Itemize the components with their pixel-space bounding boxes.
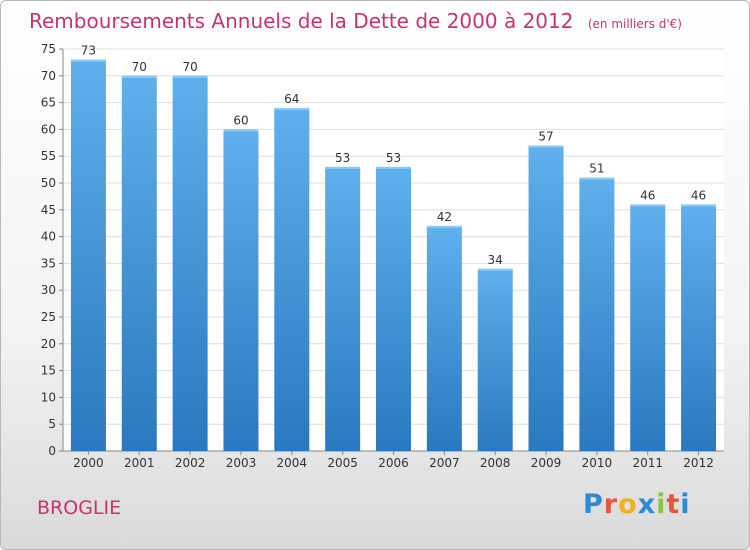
bar-value-label: 73 bbox=[81, 44, 96, 58]
y-tick-label: 30 bbox=[41, 283, 56, 297]
x-tick-label: 2008 bbox=[480, 456, 511, 470]
chart-title: Remboursements Annuels de la Dette de 20… bbox=[29, 9, 682, 33]
bar-value-label: 60 bbox=[233, 113, 248, 127]
x-tick-label: 2003 bbox=[226, 456, 257, 470]
bar-2001 bbox=[121, 75, 157, 452]
bar-2011 bbox=[630, 204, 666, 451]
chart-title-text: Remboursements Annuels de la Dette de 20… bbox=[29, 9, 574, 33]
y-tick-label: 75 bbox=[41, 42, 56, 56]
chart-unit: (en milliers d'€) bbox=[587, 17, 682, 31]
x-tick-label: 2007 bbox=[429, 456, 460, 470]
y-tick-label: 15 bbox=[41, 364, 56, 378]
bar-highlight bbox=[223, 129, 259, 132]
y-tick-label: 65 bbox=[41, 96, 56, 110]
bar-highlight bbox=[528, 145, 564, 148]
bar-highlight bbox=[325, 166, 361, 169]
bar-2009 bbox=[528, 145, 564, 452]
x-tick-label: 2006 bbox=[378, 456, 409, 470]
bar-highlight bbox=[274, 107, 310, 110]
x-tick-label: 2010 bbox=[582, 456, 613, 470]
y-tick-label: 25 bbox=[41, 310, 56, 324]
logo-letter: x bbox=[637, 489, 657, 520]
x-tick-label: 2001 bbox=[124, 456, 155, 470]
bar-2003 bbox=[223, 129, 259, 451]
labels: 0 5 10 15 20 25 30 35 40 45 50 55 60 65 70 75 73 2000 70 20… bbox=[41, 42, 714, 470]
logo-letter: r bbox=[603, 489, 619, 520]
bar-value-label: 46 bbox=[691, 188, 706, 202]
y-tick-label: 70 bbox=[41, 69, 56, 83]
y-tick-label: 5 bbox=[48, 417, 56, 431]
y-tick-label: 35 bbox=[41, 256, 56, 270]
logo-letter: i bbox=[680, 489, 691, 520]
x-tick-label: 2004 bbox=[277, 456, 308, 470]
bar-highlight bbox=[477, 268, 513, 271]
bar-value-label: 53 bbox=[386, 151, 401, 165]
logo-letter: i bbox=[656, 489, 667, 520]
bar-highlight bbox=[376, 166, 411, 169]
bar-highlight bbox=[426, 225, 462, 228]
bar-2006 bbox=[376, 166, 411, 452]
y-tick-label: 0 bbox=[48, 444, 56, 458]
x-tick-label: 2000 bbox=[73, 456, 104, 470]
bar-2004 bbox=[274, 107, 310, 452]
commune-name: BROGLIE bbox=[37, 497, 122, 519]
x-tick-label: 2005 bbox=[327, 456, 358, 470]
bar-value-label: 70 bbox=[132, 60, 147, 74]
logo-letter: t bbox=[666, 489, 681, 520]
bar-value-label: 42 bbox=[437, 210, 452, 224]
y-tick-label: 10 bbox=[41, 390, 56, 404]
bar-highlight bbox=[579, 177, 615, 180]
y-tick-label: 20 bbox=[41, 337, 56, 351]
logo-letter: P bbox=[583, 489, 604, 520]
y-tick-label: 60 bbox=[41, 122, 56, 136]
bar-value-label: 64 bbox=[284, 92, 299, 106]
bar-value-label: 70 bbox=[182, 60, 197, 74]
bar-2002 bbox=[172, 75, 208, 452]
bar-value-label: 34 bbox=[488, 253, 503, 267]
bar-highlight bbox=[630, 204, 666, 207]
bar-highlight bbox=[121, 75, 157, 78]
bar-value-label: 57 bbox=[538, 129, 553, 143]
logo-letter: o bbox=[618, 489, 638, 520]
bar-2005 bbox=[325, 166, 361, 452]
bar-highlight bbox=[681, 204, 717, 207]
y-tick-label: 45 bbox=[41, 203, 56, 217]
x-tick-label: 2012 bbox=[683, 456, 714, 470]
bar-value-label: 51 bbox=[589, 162, 604, 176]
bars bbox=[70, 59, 717, 452]
bar-2012 bbox=[681, 204, 717, 451]
bar-2010 bbox=[579, 177, 615, 451]
bar-value-label: 46 bbox=[640, 188, 655, 202]
y-tick-label: 55 bbox=[41, 149, 56, 163]
x-tick-label: 2009 bbox=[531, 456, 562, 470]
proxiti-logo: Proxiti bbox=[583, 489, 691, 520]
y-tick-label: 50 bbox=[41, 176, 56, 190]
x-tick-label: 2002 bbox=[175, 456, 206, 470]
bar-2000 bbox=[70, 59, 106, 451]
bar-highlight bbox=[70, 59, 106, 62]
bar-2007 bbox=[426, 225, 462, 451]
bar-highlight bbox=[172, 75, 208, 78]
x-tick-label: 2011 bbox=[632, 456, 663, 470]
bar-2008 bbox=[477, 268, 513, 451]
y-tick-label: 40 bbox=[41, 230, 56, 244]
bar-value-label: 53 bbox=[335, 151, 350, 165]
